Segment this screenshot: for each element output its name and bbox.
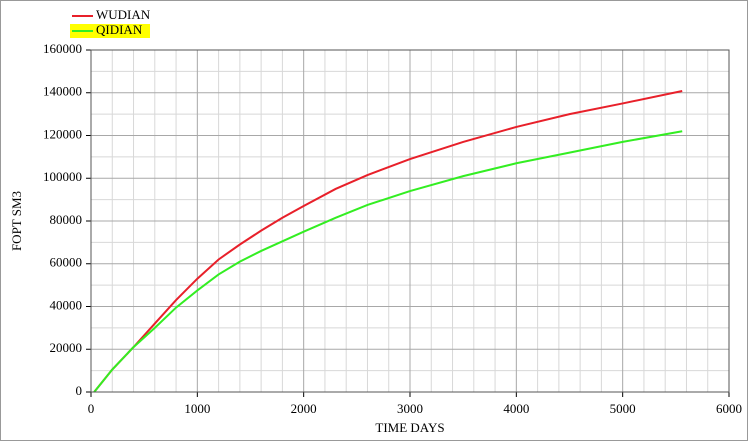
- series-line: [93, 90, 683, 393]
- y-tick-label: 80000: [50, 212, 83, 227]
- y-tick-label: 120000: [43, 126, 82, 141]
- y-tick-label: 0: [76, 383, 83, 398]
- x-tick-label: 4000: [503, 401, 529, 416]
- x-tick-label: 6000: [716, 401, 742, 416]
- y-tick-label: 60000: [50, 255, 83, 270]
- y-tick-label: 140000: [43, 84, 82, 99]
- y-tick-label: 100000: [43, 169, 82, 184]
- y-tick-label: 40000: [50, 297, 83, 312]
- x-tick-label: 1000: [184, 401, 210, 416]
- x-tick-label: 0: [88, 401, 95, 416]
- x-tick-label: 3000: [397, 401, 423, 416]
- legend-label: QIDIAN: [96, 22, 143, 37]
- series-line: [93, 130, 683, 393]
- y-tick-label: 20000: [50, 340, 83, 355]
- plot-frame: [90, 49, 730, 393]
- x-tick-label: 2000: [291, 401, 317, 416]
- legend-label: WUDIAN: [96, 7, 151, 22]
- y-axis-label: FOPT SM3: [9, 191, 24, 251]
- y-tick-label: 160000: [43, 41, 82, 56]
- x-tick-label: 5000: [610, 401, 636, 416]
- legend-highlight: [70, 24, 150, 38]
- x-axis-label: TIME DAYS: [375, 420, 444, 435]
